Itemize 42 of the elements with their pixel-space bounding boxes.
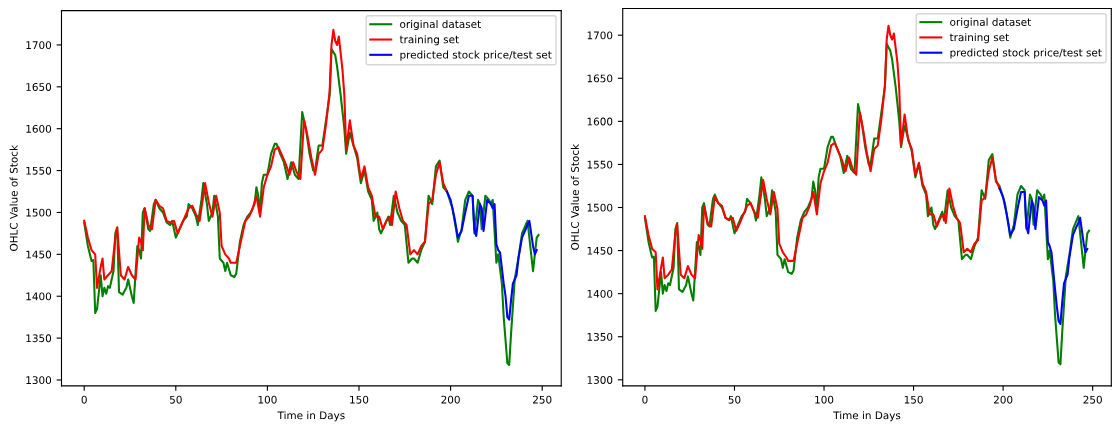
y-tick-label: 1350 bbox=[26, 334, 52, 343]
y-tick-label: 1600 bbox=[26, 124, 52, 133]
y-tick-label: 1400 bbox=[26, 292, 52, 301]
y-tick-label: 1400 bbox=[587, 289, 613, 298]
x-tick-label: 150 bbox=[904, 395, 923, 404]
x-tick-label: 0 bbox=[81, 395, 87, 404]
y-tick-label: 1500 bbox=[26, 208, 52, 217]
y-tick-label: 1650 bbox=[26, 83, 52, 91]
y-tick-label: 1450 bbox=[587, 246, 613, 255]
x-tick-label: 150 bbox=[350, 395, 369, 404]
x-tick-label: 0 bbox=[642, 395, 648, 404]
x-tick-label: 50 bbox=[169, 395, 182, 404]
line-series bbox=[445, 190, 538, 321]
legend-label: training set bbox=[399, 35, 459, 46]
x-axis-title: Time in Days bbox=[277, 411, 345, 422]
x-tick-label: 200 bbox=[993, 395, 1013, 404]
legend-label: training set bbox=[949, 33, 1009, 44]
y-tick-label: 1700 bbox=[587, 31, 613, 40]
y-tick-label: 1500 bbox=[587, 203, 613, 212]
x-tick-label: 100 bbox=[815, 395, 834, 404]
y-tick-label: 1300 bbox=[587, 376, 613, 384]
legend-label: original dataset bbox=[950, 17, 1031, 28]
y-tick-label: 1550 bbox=[26, 166, 52, 175]
legend-label: predicted stock price/test set bbox=[950, 48, 1102, 59]
y-tick-label: 1700 bbox=[26, 41, 52, 50]
legend-label: predicted stock price/test set bbox=[400, 50, 552, 61]
y-axis-title: OHLC Value of Stock bbox=[9, 144, 18, 251]
x-tick-label: 100 bbox=[258, 395, 277, 404]
x-tick-label: 250 bbox=[533, 395, 552, 404]
line-series bbox=[998, 187, 1089, 325]
y-tick-label: 1300 bbox=[26, 376, 52, 385]
x-tick-label: 200 bbox=[441, 395, 460, 404]
y-tick-label: 1550 bbox=[587, 160, 613, 169]
x-tick-label: 50 bbox=[728, 395, 741, 404]
y-tick-label: 1650 bbox=[587, 74, 613, 83]
x-axis-title: Time in Days bbox=[833, 411, 901, 422]
y-tick-label: 1450 bbox=[26, 250, 52, 259]
x-tick-label: 250 bbox=[1083, 395, 1102, 404]
y-tick-label: 1600 bbox=[587, 117, 613, 126]
y-tick-label: 1350 bbox=[587, 332, 613, 341]
legend-label: original dataset bbox=[400, 19, 481, 31]
y-axis-title: OHLC Value of Stock bbox=[570, 143, 579, 250]
